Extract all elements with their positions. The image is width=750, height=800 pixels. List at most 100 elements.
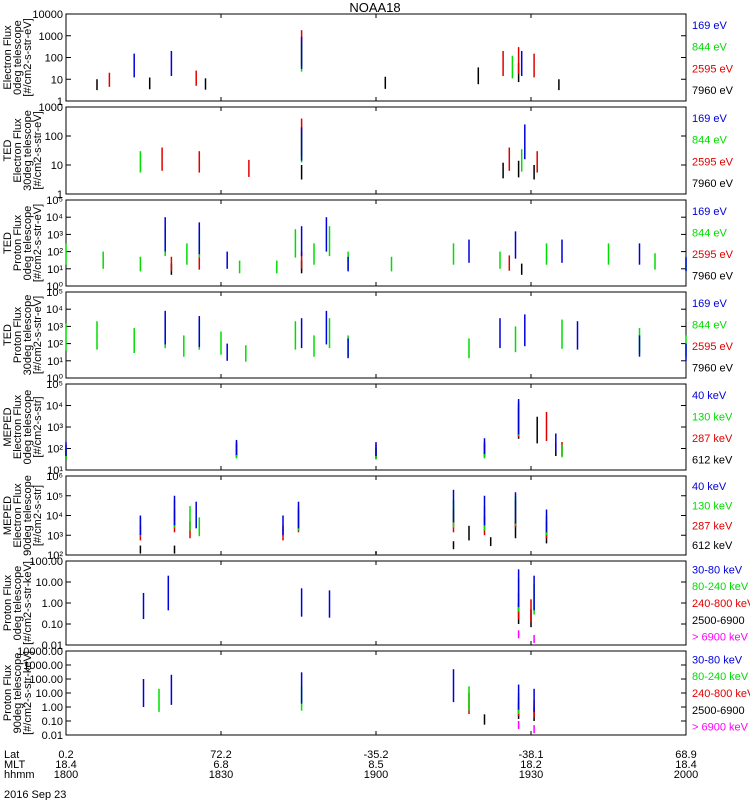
legend-entry: > 6900 keV [692,722,749,734]
y-axis-label-line: [#/cm2-s-str-keV] [22,561,34,645]
legend-entry: 169 eV [692,206,728,218]
y-tick-label: 10⁵ [46,379,63,391]
y-tick-label: 10³ [47,530,63,542]
y-tick-label: 10² [47,339,63,351]
y-axis-label: TEDProton Flux30deg telescope[#/cm2-s-st… [2,295,44,376]
legend-entry: 2595 eV [692,156,734,168]
footer-hhmm-value: 1830 [209,769,233,781]
legend-entry: > 6900 keV [692,632,749,644]
y-axis-label: TEDElectron Flux30deg telescope[#/cm2-s-… [2,110,44,191]
y-axis-label: MEPEDElectron Flux90deg telescope[#/cm2-… [2,475,44,556]
y-tick-label: 1 [57,189,63,201]
y-axis-label-line: 30deg telescope [22,295,34,376]
y-tick-label: 100 [45,53,63,65]
y-axis-label-line: 30deg telescope [22,110,34,191]
y-axis-label-line: 0deg telescope [22,206,34,281]
footer-row-label: MLT [4,759,25,771]
legend-entry: 287 keV [692,433,733,445]
y-axis-label-line: Proton Flux [2,574,14,631]
y-axis-label-line: TED [2,232,14,254]
footer-lat-value: 72.2 [210,749,231,761]
legend-entry: 30-80 keV [692,564,743,576]
legend-entry: 240-800 keV [692,598,750,610]
y-axis-label: Electron Flux0deg telescope[#/cm2-s-str-… [2,18,34,96]
y-tick-label: 0.01 [42,730,63,742]
y-axis-label-line: 0deg telescope [12,566,24,641]
legend-entry: 2595 eV [692,63,734,75]
y-tick-label: 1.00 [42,598,63,610]
y-tick-label: 10² [47,247,63,259]
y-axis-label-line: Proton Flux [2,664,14,721]
y-axis-label: Proton Flux90deg telescope[#/cm2-s-str-k… [2,651,34,735]
y-axis-label-line: [#/cm2-s-str-eV] [32,204,44,282]
footer-hhmm-value: 2000 [674,769,698,781]
footer-mlt-value: 18.4 [55,759,76,771]
legend-entry: 240-800 keV [692,688,750,700]
y-tick-label: 10⁵ [46,287,63,299]
time-axis-footer: LatMLThhmm0.218.4180072.26.81830-35.28.5… [4,749,698,781]
footer-mlt-value: 6.8 [213,759,228,771]
legend-entry: 844 eV [692,227,728,239]
footer-row-label: Lat [4,749,19,761]
panel-frame [65,475,687,556]
y-tick-label: 10¹ [47,356,63,368]
legend-entry: 7960 eV [692,85,734,97]
legend-entry: 2595 eV [692,249,734,261]
y-tick-label: 0.10 [42,619,63,631]
y-tick-label: 10⁰ [46,281,63,293]
y-tick-label: 10⁵ [46,195,63,207]
y-axis-label-line: 90deg telescope [12,653,24,734]
footer-hhmm-value: 1800 [54,769,78,781]
y-tick-label: 10 [51,160,63,172]
legend-entry: 2500-6900 [692,705,745,717]
y-axis-label-line: 0deg telescope [22,390,34,465]
y-axis-label-line: Electron Flux [2,25,14,90]
y-axis-label-line: [#/cm2-s-str-eV] [22,18,34,96]
footer-lat-value: -35.2 [363,749,388,761]
legend-entry: 169 eV [692,113,728,125]
legend-entry: 169 eV [692,20,728,32]
y-tick-label: 10² [47,550,63,562]
y-tick-label: 1000.00 [23,660,63,672]
y-axis-label: TEDProton Flux0deg telescope[#/cm2-s-str… [2,204,44,282]
date-label: 2016 Sep 23 [4,789,66,800]
y-tick-label: 10¹ [47,264,63,276]
legend-entry: 7960 eV [692,270,734,282]
legend-entry: 844 eV [692,135,728,147]
y-tick-label: 10⁰ [46,373,63,385]
y-tick-label: 10⁴ [46,212,63,224]
panel-frame [65,106,687,195]
footer-mlt-value: 18.2 [520,759,541,771]
panel-frame [65,560,687,646]
y-tick-label: 0.01 [42,640,63,652]
y-axis-label-line: [#/cm2-s-str-keV] [22,651,34,735]
y-axis-label-line: [#/cm2-s-str] [32,396,44,457]
legend-entry: 80-240 keV [692,671,749,683]
panel-frame [65,199,687,287]
y-axis-label-line: Electron Flux [12,394,24,459]
y-axis-label-line: Proton Flux [12,306,24,363]
y-tick-label: 10 [51,74,63,86]
y-tick-label: 10⁴ [46,511,63,523]
legend-entry: 40 keV [692,390,727,402]
y-axis-label: Proton Flux0deg telescope[#/cm2-s-str-ke… [2,561,34,645]
panel-frame [65,291,687,379]
y-axis-label-line: 90deg telescope [22,475,34,556]
y-tick-label: 1000 [39,102,63,114]
legend-entry: 2595 eV [692,341,734,353]
y-tick-label: 10⁵ [46,491,63,503]
y-tick-label: 1000 [39,31,63,43]
legend-entry: 130 keV [692,411,733,423]
y-tick-label: 100 [45,131,63,143]
y-tick-label: 10⁶ [46,471,63,483]
panel-frame [65,13,687,102]
y-tick-label: 1.00 [42,702,63,714]
legend-entry: 287 keV [692,520,733,532]
y-tick-label: 100.00 [29,674,63,686]
